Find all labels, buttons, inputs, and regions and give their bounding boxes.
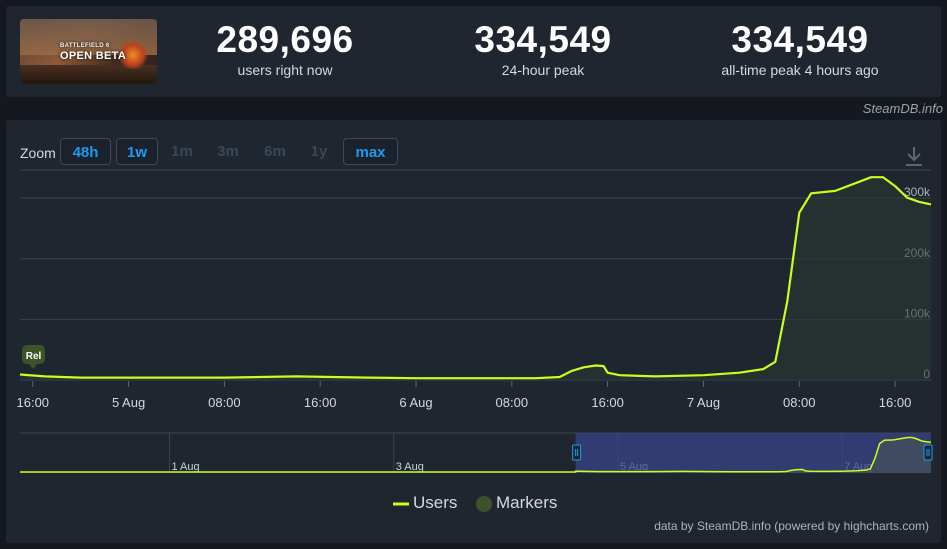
game-capsule-image[interactable]: BATTLEFIELD 6 OPEN BETA: [20, 19, 157, 84]
users-point: [775, 361, 776, 362]
zoom-label: Zoom: [20, 145, 56, 161]
zoom-max-button[interactable]: max: [343, 138, 398, 165]
users-point: [835, 190, 836, 191]
users-area-fill: [20, 177, 931, 380]
x-tick-label: 08:00: [208, 395, 241, 410]
stat-current-users: 289,696 users right now: [175, 19, 395, 79]
users-point: [895, 186, 896, 187]
stat-label: 24-hour peak: [501, 62, 585, 78]
users-point: [296, 376, 297, 377]
plot-area[interactable]: [19, 176, 932, 380]
stat-value: 334,549: [731, 19, 869, 60]
stat-24h-peak: 334,549 24-hour peak: [433, 19, 653, 79]
stat-value: 334,549: [474, 19, 612, 60]
users-point: [811, 193, 812, 194]
navigator-handle-left[interactable]: [572, 444, 582, 461]
marker-pointer: [29, 364, 37, 369]
x-tick-label: 16:00: [304, 395, 337, 410]
users-point: [906, 197, 907, 198]
users-point: [224, 377, 225, 378]
legend-line-icon: [393, 502, 409, 506]
navigator-handle-right[interactable]: [923, 444, 933, 461]
capsule-title-text: OPEN BETA: [60, 50, 127, 62]
users-point: [918, 201, 919, 202]
users-point: [487, 378, 488, 379]
users-point: [859, 181, 860, 182]
chart-legend: Users Markers: [6, 492, 941, 514]
users-point: [260, 376, 261, 377]
navigator-line: [20, 436, 932, 473]
stat-value: 289,696: [216, 19, 354, 60]
capsule-fire: [118, 41, 148, 69]
zoom-48h-button[interactable]: 48h: [60, 138, 111, 165]
x-tick-label: 16:00: [879, 395, 912, 410]
x-tick-label: 16:00: [591, 395, 624, 410]
zoom-1w-button[interactable]: 1w: [116, 138, 158, 165]
legend-item-users[interactable]: Users: [391, 492, 457, 515]
legend-circle-icon: [476, 495, 492, 512]
x-tick-label: 16:00: [17, 395, 50, 410]
stat-all-time-peak: 334,549 all-time peak 4 hours ago: [690, 19, 910, 79]
users-point: [415, 378, 416, 379]
stat-label: all-time peak 4 hours ago: [721, 62, 879, 78]
users-point: [787, 301, 788, 302]
users-line: [19, 176, 932, 380]
users-point: [535, 378, 536, 379]
marker-label: Rel: [26, 351, 42, 362]
users-point: [603, 366, 604, 367]
steamdb-credit[interactable]: SteamDB.info: [862, 101, 943, 116]
release-marker[interactable]: Rel: [22, 345, 45, 369]
zoom-3m-button[interactable]: 3m: [217, 143, 239, 160]
users-point: [739, 372, 740, 373]
users-point: [176, 377, 177, 378]
users-point: [703, 375, 704, 376]
stats-header: BATTLEFIELD 6 OPEN BETA 289,696 users ri…: [6, 6, 941, 97]
x-axis-ticks: 16:00 5 Aug 08:00 16:00 6 Aug 08:00 16:00 7 Aug…: [17, 381, 912, 410]
users-point: [19, 374, 20, 375]
x-tick-label: 5 Aug: [112, 395, 145, 410]
navigator-label: 3 Aug: [396, 461, 424, 473]
users-point: [595, 365, 596, 366]
users-point: [80, 377, 81, 378]
capsule-ground: [20, 64, 157, 84]
capsule-title: BATTLEFIELD 6 OPEN BETA: [60, 43, 126, 62]
users-point: [883, 177, 884, 178]
users-point: [128, 377, 129, 378]
zoom-6m-button[interactable]: 6m: [264, 143, 286, 160]
capsule-subtitle: BATTLEFIELD 6: [60, 43, 110, 49]
chart-credit[interactable]: data by SteamDB.info (powered by highcha…: [654, 519, 929, 533]
chart-panel: Zoom 48h 1w 1m 3m 6m 1y max 0100k200k300…: [6, 120, 941, 543]
users-point: [607, 372, 608, 373]
download-icon[interactable]: [903, 144, 925, 168]
users-point: [559, 376, 560, 377]
marker-flag: [22, 345, 45, 364]
zoom-1m-button[interactable]: 1m: [171, 143, 193, 160]
users-point: [368, 377, 369, 378]
navigator-label: 1 Aug: [171, 461, 199, 473]
legend-item-markers[interactable]: Markers: [474, 492, 557, 515]
users-point: [571, 370, 572, 371]
zoom-1y-button[interactable]: 1y: [310, 143, 328, 160]
users-point: [871, 177, 872, 178]
x-tick-label: 7 Aug: [687, 395, 720, 410]
users-point: [583, 367, 584, 368]
y-tick-label: 300k: [904, 185, 931, 199]
legend-label: Markers: [496, 493, 558, 512]
legend-label: Users: [413, 493, 458, 512]
stat-label: users right now: [237, 62, 333, 78]
users-point: [763, 369, 764, 370]
users-point: [655, 376, 656, 377]
x-tick-label: 6 Aug: [399, 395, 432, 410]
users-point: [44, 376, 45, 377]
x-tick-label: 08:00: [496, 395, 529, 410]
users-point: [619, 375, 620, 376]
users-point: [930, 204, 931, 205]
users-point: [799, 212, 800, 213]
x-tick-label: 08:00: [783, 395, 816, 410]
